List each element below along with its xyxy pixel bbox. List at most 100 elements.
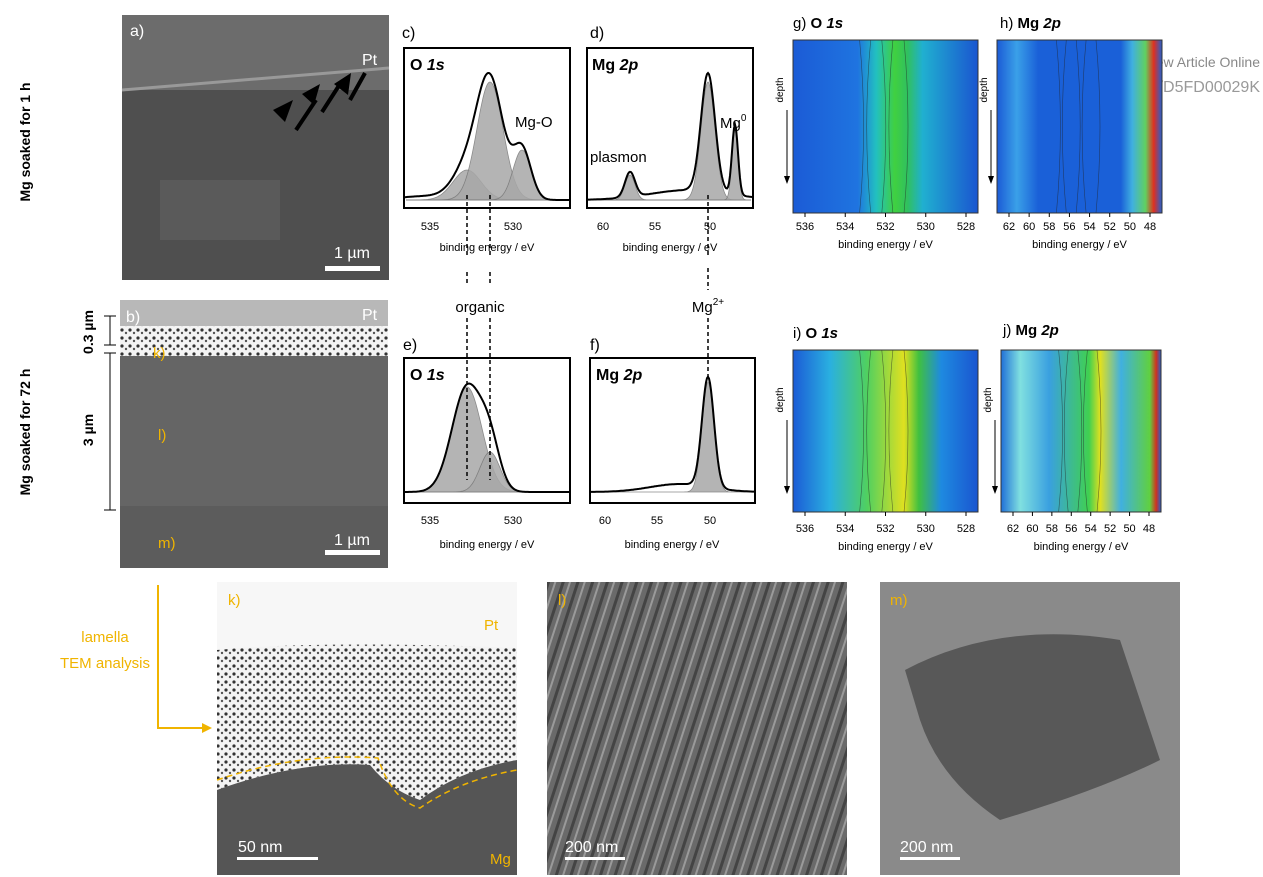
tick-label: 50 [704,221,716,233]
orbital: 1s [427,367,445,384]
envelope [591,377,754,492]
thickness: 3 µm [80,414,96,446]
panel-label: c) [402,25,415,42]
tick-label: 50 [1124,221,1136,233]
tick-label: 530 [917,523,935,535]
panel-title: g) O 1s [793,15,843,32]
panel-label: j) [1002,322,1011,339]
tick-label: 528 [957,221,975,233]
scale-text: 200 nm [900,839,953,856]
panel-title: h) Mg 2p [1000,15,1061,32]
peak-label: Mg-O [515,114,553,131]
panel-label: f) [590,337,600,354]
panel-title: O 1s [410,57,445,74]
tick-label: 55 [651,515,663,527]
pt-label: Pt [484,617,499,634]
panel-label: l) [558,592,566,609]
scale-bar [565,857,625,860]
connector-head [202,723,212,733]
panel-title: i) O 1s [793,325,838,342]
orbital: 2p [1042,15,1061,32]
axis-label: depth [775,77,786,102]
panel-title: O 1s [410,367,445,384]
component [589,82,751,200]
panel-label: d) [590,25,604,42]
orbital: 1s [427,57,445,74]
panel-label: h) [1000,15,1013,32]
tick-label: 52 [1104,221,1116,233]
element: O [811,15,823,32]
depth-arrow-head [784,486,790,494]
image [547,582,847,875]
tick-label: 52 [1104,523,1116,535]
pt-layer [120,300,388,326]
sem-image-a [122,15,389,280]
axis-label: binding energy / eV [440,539,535,551]
spectra [405,73,754,492]
component [592,382,753,492]
tick-label: 62 [1007,523,1019,535]
marker: m) [158,535,176,552]
scale-text: 200 nm [565,839,618,856]
tick-label: 534 [836,523,854,535]
tick-label: 55 [649,221,661,233]
peak-label: plasmon [590,149,647,166]
envelope [588,73,752,200]
axis-label: binding energy / eV [838,541,933,553]
mg-label: Mg [490,851,511,868]
figure: View Article Online DOI: 10.1039/D5FD000… [0,0,1263,877]
panel-label: m) [890,592,908,609]
annotation: Mg2+ [692,297,724,316]
tick-label: 60 [1026,523,1038,535]
axis-label: binding energy / eV [625,539,720,551]
depth-arrow-head [784,176,790,184]
panel-label: i) [793,325,801,342]
panel-label: g) [793,15,806,32]
row-label: Mg soaked for 1 h [17,82,33,201]
tick-label: 54 [1083,221,1095,233]
peak-sup: 0 [741,113,747,124]
panel-label: b) [126,309,140,326]
annotation-base: Mg [692,299,713,316]
element: Mg [596,367,619,384]
scale-bar [325,266,380,271]
tick-label: 535 [421,515,439,527]
axis-label: binding energy / eV [440,242,535,254]
axis-label: binding energy / eV [623,242,718,254]
tick-label: 48 [1143,523,1155,535]
tick-label: 50 [704,515,716,527]
tick-label: 60 [597,221,609,233]
element: O [806,325,818,342]
tick-label: 532 [876,523,894,535]
marker: l) [158,427,166,444]
panel-label: a) [130,23,144,40]
element: Mg [1018,15,1040,32]
row-label: Mg soaked for 72 h [17,369,33,496]
tick-label: 48 [1144,221,1156,233]
panel-label: e) [403,337,417,354]
tem-note: TEM analysis [60,655,150,672]
peak-label: Mg0 [720,113,747,132]
grain [160,180,280,240]
axis-label: binding energy / eV [1034,541,1129,553]
depth-profiles: g) O 1s depth 536 534 532 530 528 binding energ… [775,15,1162,553]
panel-title: Mg 2p [596,367,642,384]
depth-arrow-head [988,176,994,184]
tick-label: 536 [796,221,814,233]
bracket [104,316,116,510]
axis-label: depth [979,77,990,102]
tick-label: 60 [599,515,611,527]
element: O [410,57,422,74]
connector [158,585,205,728]
tick-label: 532 [876,221,894,233]
tick-label: 58 [1043,221,1055,233]
peak-base: Mg [720,115,741,132]
heatmap [1001,350,1161,512]
panel-title: j) Mg 2p [1002,322,1059,339]
scale-text: 1 µm [334,532,370,549]
axis-label: binding energy / eV [1032,239,1127,251]
axis-label: depth [983,387,994,412]
tick-label: 54 [1085,523,1097,535]
element: Mg [592,57,615,74]
orbital: 2p [1040,322,1059,339]
